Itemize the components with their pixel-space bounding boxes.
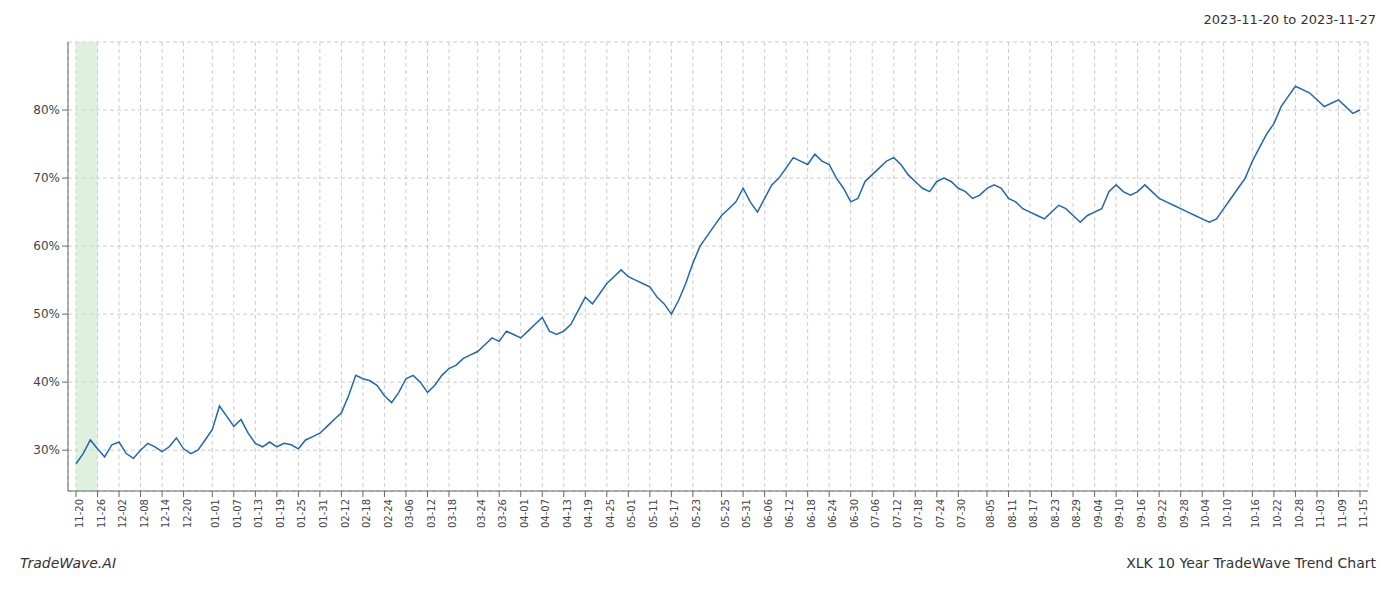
svg-text:11-09: 11-09 xyxy=(1337,499,1348,528)
svg-text:02-12: 02-12 xyxy=(340,499,351,528)
html-text:2023-11-20 to 2023-11-27: 2023-11-20 to 2023-11-27 xyxy=(1203,12,1376,27)
svg-text:11-26: 11-26 xyxy=(96,499,107,528)
svg-text:03-24: 03-24 xyxy=(476,499,487,528)
svg-text:09-16: 09-16 xyxy=(1136,499,1147,528)
svg-text:07-06: 07-06 xyxy=(870,499,881,528)
svg-text:08-05: 08-05 xyxy=(985,499,996,528)
html-text:XLK 10 Year TradeWave Trend Ch: XLK 10 Year TradeWave Trend Chart xyxy=(1126,555,1376,571)
svg-text:04-13: 04-13 xyxy=(562,499,573,528)
svg-text:03-06: 03-06 xyxy=(404,499,415,528)
svg-text:02-18: 02-18 xyxy=(361,499,372,528)
svg-text:03-12: 03-12 xyxy=(426,499,437,528)
svg-text:06-30: 06-30 xyxy=(849,499,860,528)
svg-text:10-28: 10-28 xyxy=(1294,499,1305,528)
svg-text:08-17: 08-17 xyxy=(1028,499,1039,528)
svg-text:06-24: 06-24 xyxy=(827,499,838,528)
svg-text:60%: 60% xyxy=(33,239,60,253)
svg-text:08-29: 08-29 xyxy=(1071,499,1082,528)
svg-text:12-02: 12-02 xyxy=(117,499,128,528)
svg-text:11-20: 11-20 xyxy=(74,499,85,528)
svg-text:11-15: 11-15 xyxy=(1358,499,1369,528)
svg-text:08-23: 08-23 xyxy=(1050,499,1061,528)
svg-text:01-07: 01-07 xyxy=(232,499,243,528)
svg-text:01-25: 01-25 xyxy=(296,499,307,528)
svg-text:04-19: 04-19 xyxy=(583,499,594,528)
svg-text:70%: 70% xyxy=(33,171,60,185)
svg-text:10-10: 10-10 xyxy=(1222,499,1233,528)
svg-text:07-12: 07-12 xyxy=(892,499,903,528)
svg-text:01-19: 01-19 xyxy=(275,499,286,528)
svg-text:01-31: 01-31 xyxy=(318,499,329,528)
svg-text:40%: 40% xyxy=(33,375,60,389)
svg-text:01-01: 01-01 xyxy=(210,499,221,528)
svg-text:03-26: 03-26 xyxy=(497,499,508,528)
svg-text:03-18: 03-18 xyxy=(447,499,458,528)
svg-text:04-25: 04-25 xyxy=(605,499,616,528)
svg-text:06-06: 06-06 xyxy=(763,499,774,528)
svg-text:80%: 80% xyxy=(33,103,60,117)
svg-text:10-16: 10-16 xyxy=(1251,499,1262,528)
svg-text:09-28: 09-28 xyxy=(1179,499,1190,528)
svg-text:12-14: 12-14 xyxy=(160,499,171,528)
svg-text:10-04: 10-04 xyxy=(1200,499,1211,528)
svg-text:02-24: 02-24 xyxy=(383,499,394,528)
svg-text:05-17: 05-17 xyxy=(669,499,680,528)
svg-text:10-22: 10-22 xyxy=(1272,499,1283,528)
svg-text:05-11: 05-11 xyxy=(648,499,659,528)
svg-text:04-07: 04-07 xyxy=(540,499,551,528)
svg-text:30%: 30% xyxy=(33,443,60,457)
svg-text:07-24: 07-24 xyxy=(935,499,946,528)
svg-text:05-01: 05-01 xyxy=(626,499,637,528)
svg-text:07-30: 07-30 xyxy=(956,499,967,528)
svg-text:08-11: 08-11 xyxy=(1007,499,1018,528)
svg-text:05-23: 05-23 xyxy=(691,499,702,528)
svg-text:12-08: 12-08 xyxy=(139,499,150,528)
svg-text:05-25: 05-25 xyxy=(720,499,731,528)
svg-text:06-12: 06-12 xyxy=(784,499,795,528)
svg-text:09-04: 09-04 xyxy=(1093,499,1104,528)
html-text:TradeWave.AI: TradeWave.AI xyxy=(20,555,116,571)
svg-text:50%: 50% xyxy=(33,307,60,321)
svg-text:11-03: 11-03 xyxy=(1315,499,1326,528)
svg-text:09-22: 09-22 xyxy=(1157,499,1168,528)
svg-text:07-18: 07-18 xyxy=(913,499,924,528)
svg-text:12-20: 12-20 xyxy=(182,499,193,528)
svg-text:01-13: 01-13 xyxy=(253,499,264,528)
svg-text:05-31: 05-31 xyxy=(741,499,752,528)
svg-text:06-18: 06-18 xyxy=(806,499,817,528)
svg-text:04-01: 04-01 xyxy=(519,499,530,528)
svg-text:09-10: 09-10 xyxy=(1114,499,1125,528)
